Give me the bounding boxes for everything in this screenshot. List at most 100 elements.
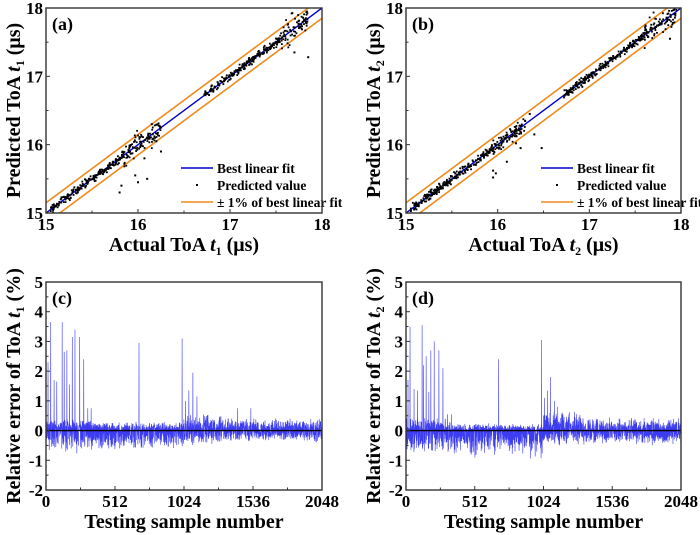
- data-point: [78, 189, 80, 192]
- data-point: [250, 57, 253, 60]
- data-point: [490, 146, 493, 149]
- data-point: [614, 57, 617, 60]
- data-point: [69, 196, 72, 199]
- data-point: [673, 8, 676, 11]
- data-point: [575, 81, 578, 83]
- data-point: [294, 34, 296, 37]
- data-point: [71, 191, 74, 194]
- legend-band-label: ± 1% of best linear fit: [577, 195, 700, 210]
- data-point: [591, 76, 594, 79]
- data-point: [271, 44, 274, 47]
- data-point: [239, 67, 242, 69]
- x-tick-label: 0: [42, 492, 51, 511]
- data-point: [268, 46, 270, 49]
- data-point: [81, 180, 84, 183]
- data-point: [306, 20, 309, 23]
- data-point: [108, 166, 111, 169]
- data-point: [232, 74, 235, 77]
- data-point: [624, 48, 627, 51]
- data-point: [645, 30, 648, 33]
- data-point: [269, 47, 271, 49]
- x-tick-label: 16: [130, 215, 147, 234]
- data-point: [284, 37, 287, 40]
- data-point: [284, 29, 287, 32]
- data-point: [523, 129, 526, 132]
- x-tick-label: 512: [102, 492, 128, 511]
- data-point: [451, 175, 453, 178]
- y-tick-label: 15: [386, 204, 403, 223]
- data-point: [609, 59, 611, 62]
- plot-area: [46, 8, 322, 213]
- data-point: [625, 50, 628, 53]
- data-point: [133, 146, 136, 149]
- data-point: [497, 143, 500, 146]
- data-point: [298, 27, 300, 30]
- data-point: [513, 135, 516, 138]
- data-point: [146, 136, 148, 139]
- data-point: [629, 43, 632, 46]
- data-point: [641, 33, 643, 36]
- data-point: [138, 147, 140, 150]
- data-point: [233, 73, 236, 75]
- data-point: [53, 204, 55, 207]
- data-point: [273, 46, 275, 49]
- data-point: [281, 36, 284, 39]
- data-point: [496, 146, 499, 149]
- data-point: [644, 38, 646, 41]
- data-point: [133, 134, 136, 137]
- data-point: [84, 186, 87, 189]
- data-point: [66, 196, 69, 199]
- data-point: [500, 148, 503, 151]
- data-point: [131, 152, 134, 155]
- data-point: [415, 202, 418, 205]
- data-point: [595, 69, 598, 72]
- data-point: [671, 21, 674, 24]
- data-point: [221, 76, 223, 79]
- data-point: [653, 34, 656, 37]
- data-point: [421, 200, 424, 203]
- data-point: [580, 80, 583, 83]
- data-point: [567, 92, 570, 94]
- panel-a: Best linear fit Predicted value ± 1% of be…: [3, 0, 343, 258]
- data-point: [265, 46, 268, 49]
- data-point: [493, 150, 495, 153]
- data-point: [580, 77, 583, 80]
- data-point: [76, 188, 78, 191]
- data-point: [571, 88, 574, 91]
- outlier-point: [492, 169, 495, 172]
- data-point: [306, 10, 308, 13]
- data-point: [429, 197, 432, 200]
- y-tick-label: 1: [35, 392, 44, 411]
- data-point: [258, 55, 261, 58]
- data-point: [153, 135, 156, 138]
- data-point: [595, 73, 598, 76]
- data-point: [496, 141, 499, 143]
- data-point: [518, 124, 521, 127]
- data-point: [286, 38, 289, 41]
- data-point: [449, 179, 452, 182]
- data-point: [674, 16, 676, 19]
- data-point: [103, 170, 106, 173]
- data-point: [280, 32, 282, 35]
- data-point: [637, 36, 640, 38]
- data-point: [442, 182, 445, 185]
- data-point: [570, 91, 573, 93]
- legend-point-label: Predicted value: [217, 178, 306, 193]
- data-point: [441, 186, 444, 189]
- data-point: [598, 68, 601, 71]
- data-point: [498, 144, 500, 147]
- data-point: [674, 12, 677, 15]
- data-point: [300, 23, 303, 26]
- data-point: [112, 161, 115, 164]
- data-point: [624, 50, 627, 53]
- data-point: [475, 159, 478, 162]
- panel-label: (c): [52, 288, 72, 309]
- data-point: [623, 47, 625, 49]
- data-point: [139, 140, 142, 143]
- data-point: [221, 81, 224, 83]
- data-point: [211, 84, 213, 87]
- data-point: [649, 26, 652, 29]
- data-point: [52, 211, 54, 213]
- data-point: [212, 90, 215, 93]
- data-point: [637, 38, 640, 41]
